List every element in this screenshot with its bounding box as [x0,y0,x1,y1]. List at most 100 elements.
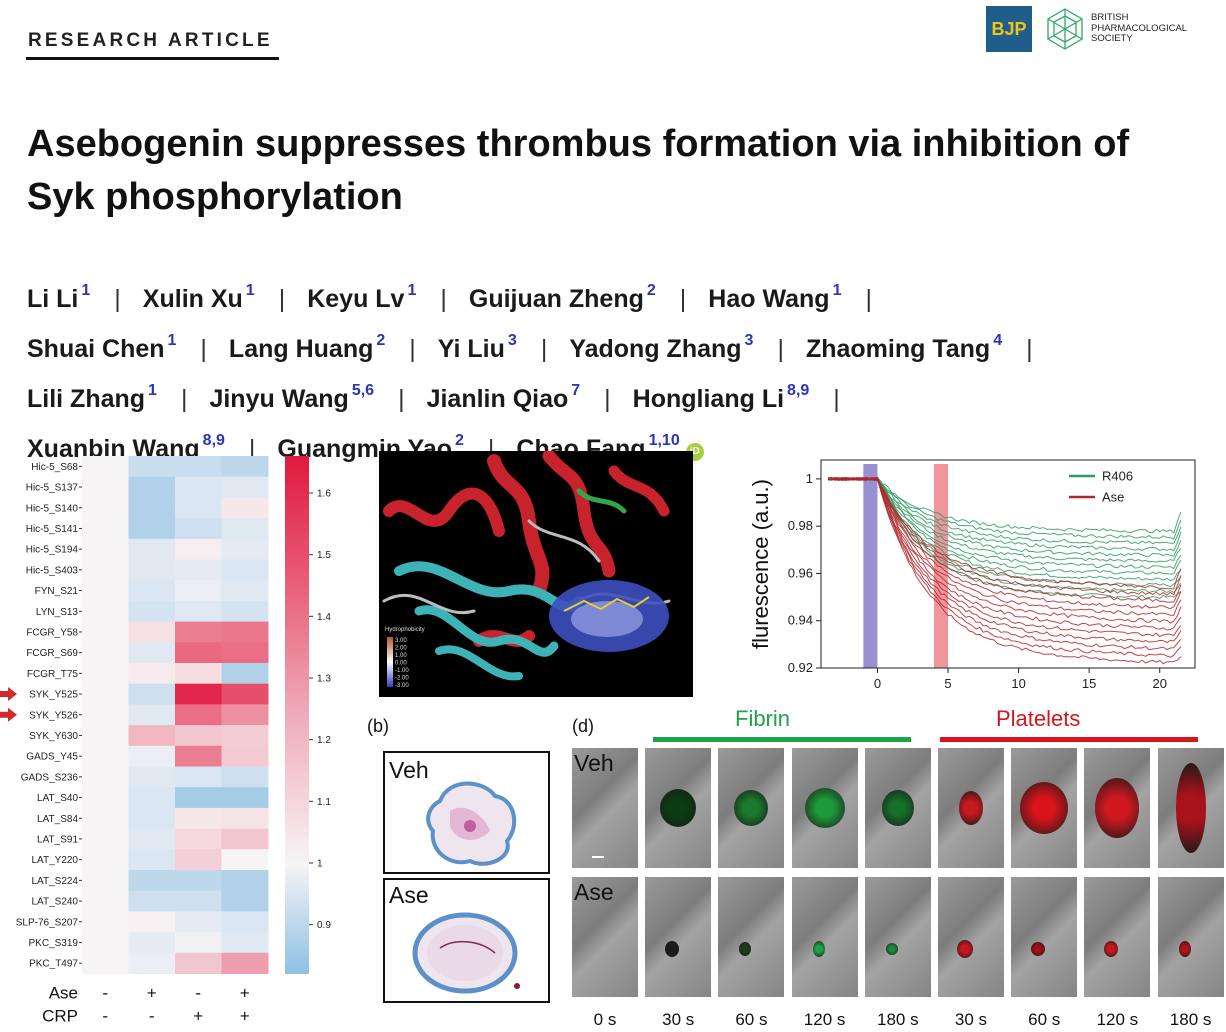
series-line-ase [828,477,1182,637]
series-line-r406 [828,477,1182,594]
intravital-image [718,877,785,997]
author-name[interactable]: Yi Liu [437,335,505,363]
thrombus-signal [1031,942,1046,956]
highlight-arrow-icon [0,707,17,722]
heatmap-cell [221,683,269,705]
hydrophobicity-tick: 0.00 [395,661,407,667]
heatmap-cell [221,849,269,871]
heatmap-cell [221,745,269,767]
condition-sign: - [149,1007,155,1026]
intravital-image [938,748,1004,868]
thrombus-signal [885,943,898,955]
heatmap-cell [221,725,269,747]
y-tick-label: 0.96 [788,565,813,580]
heatmap-row-label: SYK_Y630 [29,731,78,742]
heatmap-cell [221,890,269,912]
heatmap-cell [82,642,129,664]
heatmap-row-label: FYN_S21 [35,586,79,597]
author-name[interactable]: Xulin Xu [142,285,243,313]
thrombus-signal [812,941,825,957]
heatmap-cell [82,663,129,685]
heatmap-cell [128,518,176,540]
plot-frame [820,459,1196,669]
series-line-ase [827,476,1182,590]
series-line-ase [828,477,1182,616]
heatmap-cell [175,683,222,705]
colorbar-tick-label: 1.4 [317,612,331,623]
intravital-image [864,877,931,997]
hydrophobicity-tick: 2.00 [395,646,407,652]
intravital-image: Ase [572,877,638,997]
heatmap-row-label: LAT_S84 [37,814,78,825]
panel-b-label: (b) [367,716,389,736]
intravital-image [1157,748,1224,868]
author-affiliation: 1 [81,282,91,299]
series-line-r406 [827,476,1182,534]
heatmap-cell [221,766,269,788]
author-name[interactable]: Lili Zhang [27,385,146,413]
author-separator: | [540,335,548,363]
author-separator: | [398,385,405,413]
hydrophobicity-tick: 1.00 [395,653,407,659]
heatmap-cell [82,559,129,581]
author-name[interactable]: Li Li [27,285,79,313]
author-name[interactable]: Hao Wang [708,285,830,313]
platelets-heading: Platelets [996,706,1081,731]
time-label: 120 s [1096,1010,1139,1029]
author-affiliation: 8,9 [787,382,810,399]
row-label: Ase [574,879,614,905]
section-label: RESEARCH ARTICLE [28,30,273,51]
heatmap-cell [221,828,269,850]
intravital-grid: Veh Ase 0 s 30 s 60 s 120 s 180 s 30 s 60 s 120 s… [570,748,1226,1029]
heatmap-cell [221,911,269,933]
histology-veh: Veh [383,751,550,874]
intravital-image [718,748,785,868]
intravital-image: Veh [572,748,638,868]
heatmap-cell [221,807,269,830]
thrombus-signal [957,940,973,958]
author-affiliation: 7 [571,382,581,399]
heatmap-row-label: Hic-5_S68 [31,462,78,473]
author-name[interactable]: Lang Huang [228,335,374,363]
author-name[interactable]: Guijuan Zheng [468,285,644,313]
thrombus-signal [1178,941,1191,957]
thrombus-signal [1104,941,1119,957]
series-line-ase [828,477,1182,631]
thrombus-signal [739,942,752,956]
heatmap-cell [82,766,129,788]
condition-sign: + [240,1007,250,1026]
author-separator: | [180,385,188,413]
journal-logo[interactable]: BJP [986,6,1032,52]
author-name[interactable]: Keyu Lv [307,285,405,313]
heatmap-row-label: GADS_Y45 [26,752,78,763]
author-name[interactable]: Shuai Chen [27,335,165,363]
series-line-ase [828,477,1182,651]
author-name[interactable]: Jinyu Wang [209,385,349,413]
heatmap-cell [221,787,269,809]
author-name[interactable]: Hongliang Li [632,385,785,413]
hydrophobicity-tick: -1.00 [395,668,409,674]
author-affiliation: 1 [407,282,417,299]
author-name[interactable]: Jianlin Qiao [426,385,569,413]
thrombus-signal [1175,763,1206,853]
author-name[interactable]: Zhaoming Tang [805,335,991,363]
heatmap-row-label: LAT_S91 [37,834,78,845]
author-name[interactable]: Yadong Zhang [569,335,742,363]
colorbar-tick-label: 1.2 [317,735,331,746]
heatmap-cell [221,476,269,498]
heatmap-cell [221,621,269,643]
author-separator: | [604,385,611,413]
heatmap-row-label: Hic-5_S140 [26,503,79,514]
heatmap-row-label: SYK_Y526 [29,710,78,721]
thrombus-signal [881,790,914,826]
author-separator: | [278,285,286,313]
time-label: 60 s [735,1010,768,1029]
y-axis-label: flurescence (a.u.) [748,479,773,649]
heatmap-cell [175,497,222,519]
author-separator: | [833,385,840,413]
society-name: BRITISH PHARMACOLOGICAL SOCIETY [1091,12,1187,44]
heatmap-cell [82,580,129,602]
histology-ase-section [412,912,520,994]
author-line: Shuai Chen 1 | Lang Huang 2 | Yi Liu 3 | Yadong Z… [27,320,1207,370]
author-separator: | [777,335,784,363]
